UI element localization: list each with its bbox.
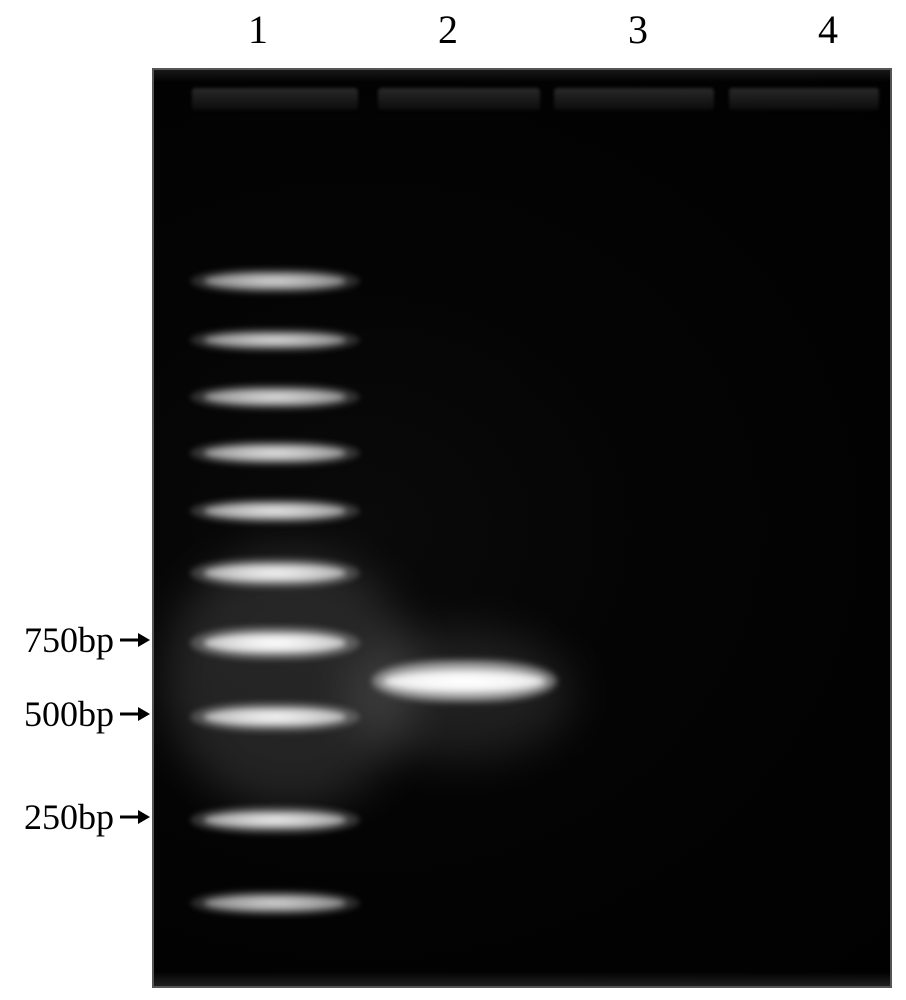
ladder-band-2 [190,384,360,410]
ladder-band-0 [190,268,360,294]
well-lane-3 [554,88,714,110]
lane-labels-row: 1 2 3 4 [0,0,906,60]
lane-label-2: 2 [438,6,458,53]
well-lane-4 [729,88,879,110]
ladder-band-250bp [190,806,360,834]
size-marker-250bp: 250bp [24,796,150,838]
lane-label-1: 1 [248,6,268,53]
gel-background [154,70,890,986]
size-marker-text-250bp: 250bp [24,796,114,838]
arrow-right-icon [120,704,150,724]
lane-label-4: 4 [818,6,838,53]
sample-band-lane2 [372,660,557,702]
gel-edge-bottom [154,972,890,986]
arrow-right-icon [120,630,150,650]
size-marker-500bp: 500bp [24,693,150,735]
gel-image [152,68,892,988]
size-marker-labels: 750bp 500bp 250bp [0,68,150,988]
figure-container: 1 2 3 4 750bp 500bp 250bp [0,0,906,1000]
ladder-band-1 [190,328,360,352]
sample-lane-2 [372,70,557,986]
arrow-right-icon [120,807,150,827]
ladder-band-750bp [190,626,360,660]
lane-label-3: 3 [628,6,648,53]
ladder-band-500bp [190,702,360,732]
size-marker-750bp: 750bp [24,619,150,661]
ladder-band-3 [190,440,360,466]
size-marker-text-500bp: 500bp [24,693,114,735]
ladder-band-5 [190,558,360,588]
ladder-band-9 [190,890,360,916]
size-marker-text-750bp: 750bp [24,619,114,661]
ladder-lane [190,70,360,986]
ladder-band-4 [190,498,360,524]
